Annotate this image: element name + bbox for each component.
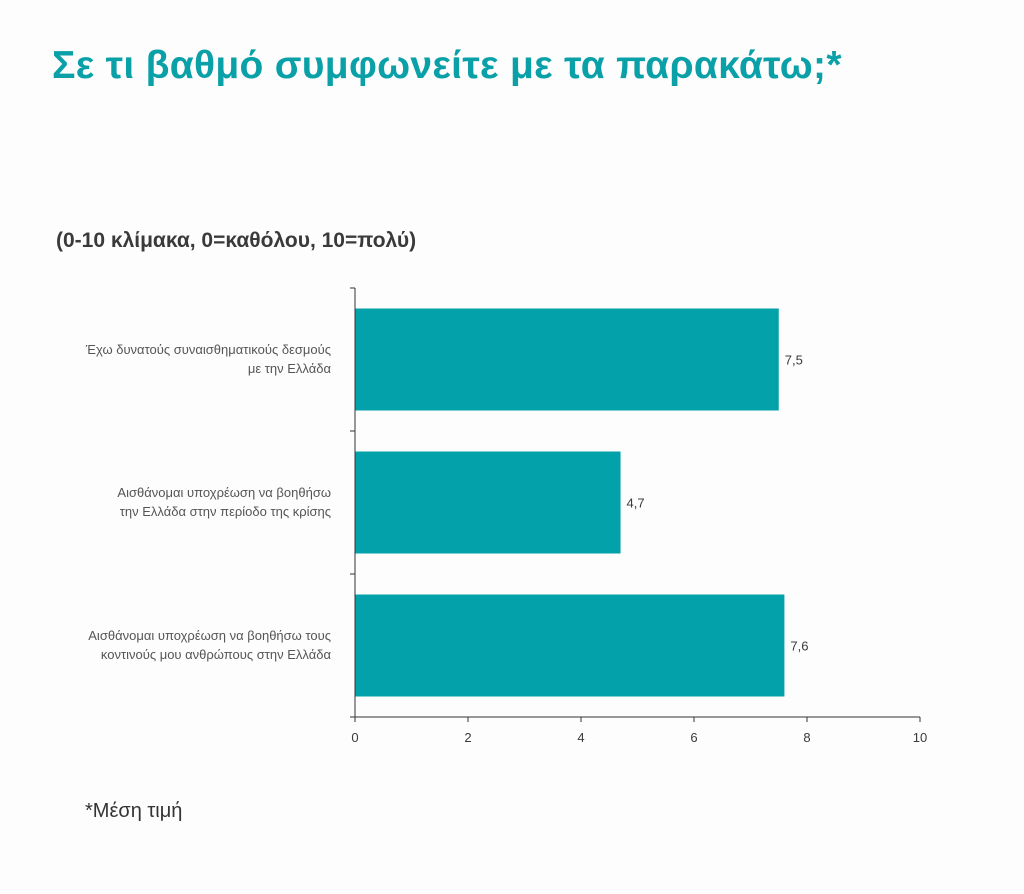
value-label-3: 7,6 [790,639,808,654]
chart-subtitle: (0-10 κλίμακα, 0=καθόλου, 10=πολύ) [56,229,417,252]
x-tick-label-2: 2 [464,730,471,745]
bar-2 [355,451,621,554]
category-label-3-line-1: Αισθάνομαι υποχρέωση να βοηθήσω τους [88,628,331,643]
bar-3 [355,594,785,697]
value-label-1: 7,5 [785,353,803,368]
category-label-2-line-1: Αισθάνομαι υποχρέωση να βοηθήσω [117,485,331,500]
x-tick-label-4: 4 [577,730,584,745]
category-label-1-line-2: με την Ελλάδα [248,361,332,376]
category-label-1-line-1: Έχω δυνατούς συναισθηματικούς δεσμούς [85,342,331,357]
bar-1 [355,308,779,411]
category-label-3-line-2: κοντινούς μου ανθρώπους στην Ελλάδα [101,647,332,662]
page-title: Σε τι βαθμό συμφωνείτε με τα παρακάτω;* [52,44,842,87]
category-label-2-line-2: την Ελλάδα στην περίοδο της κρίσης [120,504,331,519]
x-tick-label-0: 0 [351,730,358,745]
x-tick-label-10: 10 [913,730,927,745]
value-label-2: 4,7 [627,496,645,511]
footnote: *Μέση τιμή [85,800,183,822]
x-tick-label-8: 8 [803,730,810,745]
x-tick-label-6: 6 [690,730,697,745]
